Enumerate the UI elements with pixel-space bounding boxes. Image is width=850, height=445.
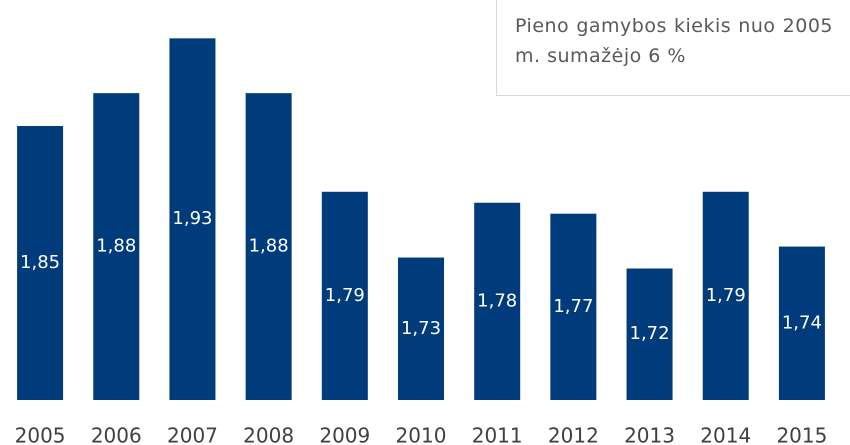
bar xyxy=(169,38,216,400)
bar xyxy=(702,191,749,400)
bar xyxy=(245,93,292,400)
data-label: 1,88 xyxy=(96,236,136,257)
bar xyxy=(778,246,825,400)
x-tick-label: 2015 xyxy=(776,424,827,445)
data-label: 1,77 xyxy=(553,296,593,317)
data-label: 1,79 xyxy=(706,285,746,306)
x-tick-label: 2011 xyxy=(472,424,523,445)
bar xyxy=(93,93,140,400)
x-tick-label: 2013 xyxy=(624,424,675,445)
x-tick-label: 2007 xyxy=(167,424,218,445)
data-label: 1,78 xyxy=(477,290,517,311)
x-tick-label: 2008 xyxy=(243,424,294,445)
x-tick-label: 2009 xyxy=(319,424,370,445)
data-label: 1,85 xyxy=(20,252,60,273)
x-tick-label: 2006 xyxy=(91,424,142,445)
data-label: 1,79 xyxy=(325,285,365,306)
bar xyxy=(398,257,444,400)
data-label: 1,74 xyxy=(782,312,822,333)
data-label: 1,73 xyxy=(401,318,441,339)
annotation: Pieno gamybos kiekis nuo 2005 m. sumažėj… xyxy=(496,0,850,96)
bar xyxy=(321,191,368,400)
x-tick-label: 2005 xyxy=(15,424,66,445)
data-label: 1,93 xyxy=(172,208,212,229)
data-label: 1,88 xyxy=(249,236,289,257)
x-tick-label: 2012 xyxy=(548,424,599,445)
bar xyxy=(550,213,597,400)
bar xyxy=(17,126,64,400)
x-tick-label: 2014 xyxy=(700,424,751,445)
bar xyxy=(626,268,673,400)
bar xyxy=(474,202,521,400)
data-label: 1,72 xyxy=(630,323,670,344)
x-tick-label: 2010 xyxy=(396,424,447,445)
